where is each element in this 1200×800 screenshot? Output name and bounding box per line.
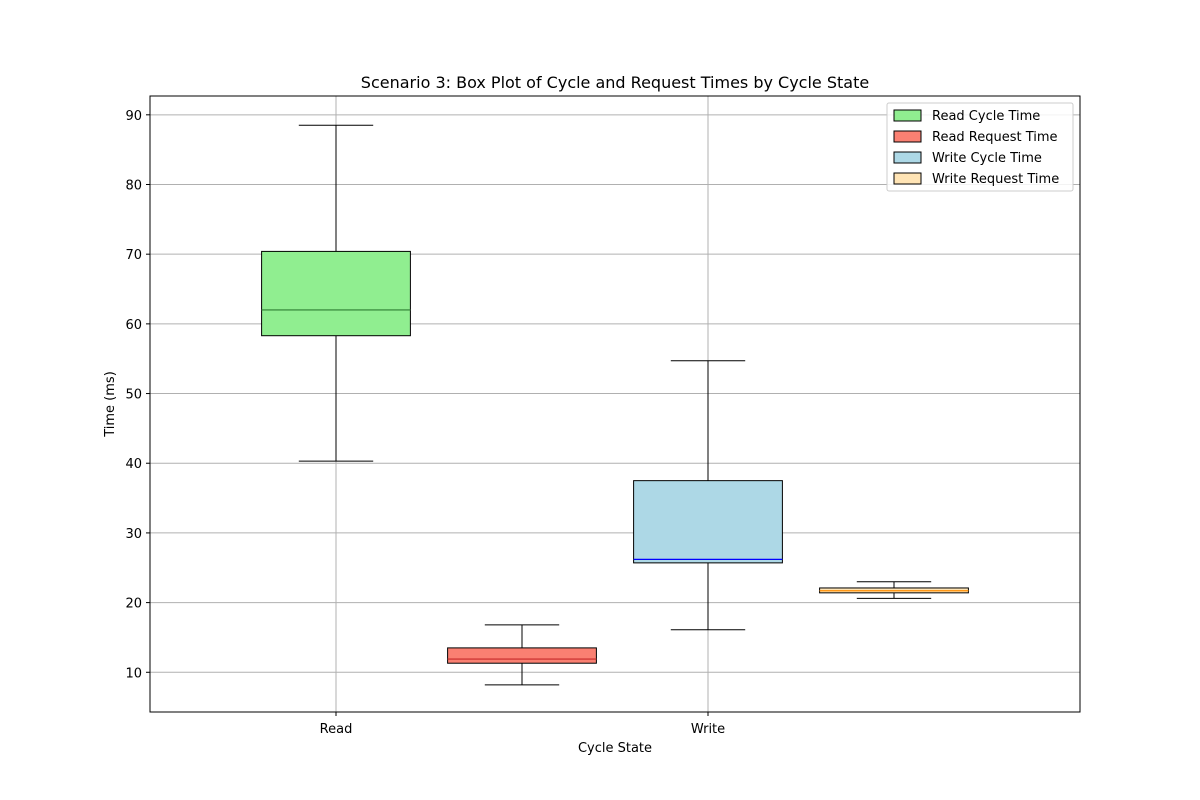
legend-label: Write Request Time [932, 172, 1059, 187]
legend-swatch [893, 109, 922, 122]
y-tick-label: 60 [125, 318, 142, 333]
y-tick-label: 30 [125, 527, 142, 542]
y-tick-label: 40 [125, 457, 142, 472]
legend: Read Cycle Time Read Request Time Write Cy… [886, 102, 1074, 192]
box-read-request-time [447, 624, 597, 686]
x-tick-label: Write [691, 722, 725, 737]
legend-label: Read Request Time [932, 130, 1058, 145]
legend-swatch [893, 130, 922, 143]
box-read-cycle-time [261, 124, 411, 462]
y-tick-label: 20 [125, 597, 142, 612]
box-write-request-time [819, 581, 969, 599]
x-tick-label: Read [320, 722, 353, 737]
y-tick-label: 90 [125, 109, 142, 124]
legend-swatch [893, 172, 922, 185]
legend-frame [886, 102, 1074, 192]
legend-label: Read Cycle Time [932, 109, 1040, 124]
legend-item: Read Request Time [893, 130, 1058, 145]
axis-ticks: 10 20 30 40 50 60 70 80 90 Read Write [125, 109, 725, 737]
y-tick-label: 50 [125, 388, 142, 403]
y-axis-label: Time (ms) [103, 371, 118, 438]
legend-label: Write Cycle Time [932, 151, 1042, 166]
iqr-box [261, 250, 411, 337]
iqr-box [447, 647, 597, 664]
legend-item: Read Cycle Time [893, 109, 1040, 124]
box-write-cycle-time [633, 360, 783, 631]
legend-item: Write Cycle Time [893, 151, 1042, 166]
box-series [261, 124, 969, 686]
chart-title: Scenario 3: Box Plot of Cycle and Reques… [361, 73, 869, 92]
plot-area-frame [149, 95, 1081, 713]
legend-swatch [893, 151, 922, 164]
y-tick-label: 80 [125, 178, 142, 193]
y-tick-label: 70 [125, 248, 142, 263]
legend-item: Write Request Time [893, 172, 1059, 187]
iqr-box [633, 480, 783, 564]
y-tick-label: 10 [125, 666, 142, 681]
x-axis-label: Cycle State [578, 741, 652, 756]
